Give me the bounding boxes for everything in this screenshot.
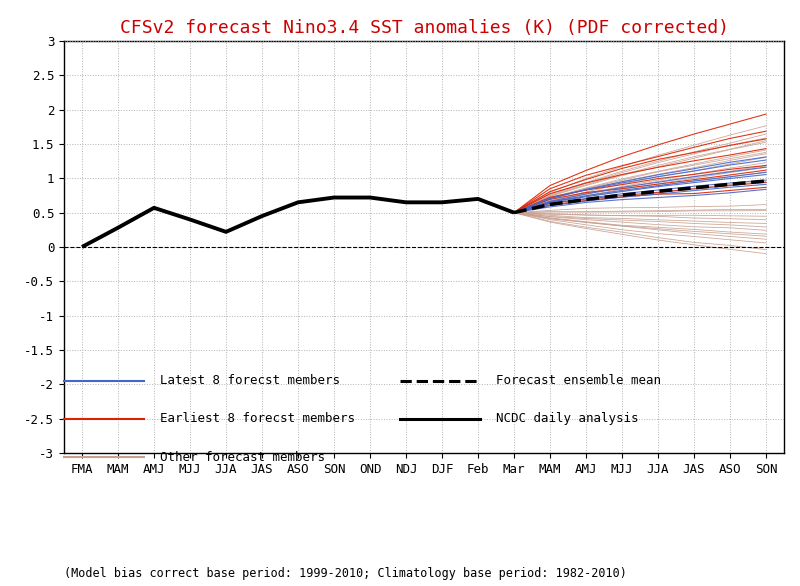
Text: (Model bias correct base period: 1999-2010; Climatology base period: 1982-2010): (Model bias correct base period: 1999-20… (64, 567, 627, 580)
Text: Earliest 8 forecst members: Earliest 8 forecst members (160, 413, 355, 425)
Text: Other forecast members: Other forecast members (160, 451, 325, 464)
Text: NCDC daily analysis: NCDC daily analysis (496, 413, 638, 425)
Title: CFSv2 forecast Nino3.4 SST anomalies (K) (PDF corrected): CFSv2 forecast Nino3.4 SST anomalies (K)… (119, 19, 729, 37)
Text: Latest 8 forecst members: Latest 8 forecst members (160, 374, 340, 387)
Text: Forecast ensemble mean: Forecast ensemble mean (496, 374, 661, 387)
